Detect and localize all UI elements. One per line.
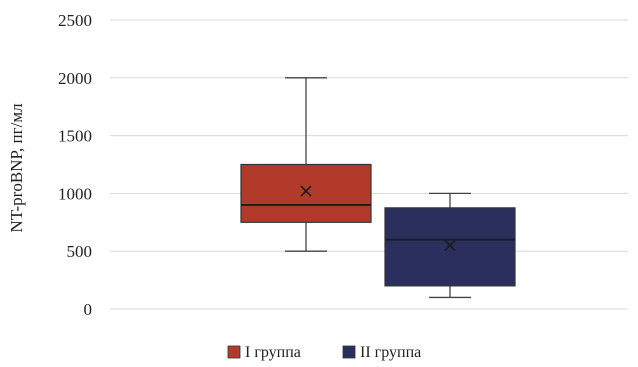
legend: I группа II группа: [227, 344, 421, 361]
legend-swatch: [342, 345, 356, 359]
y-tick-label: 500: [67, 242, 93, 261]
legend-item: I группа: [227, 344, 301, 361]
y-tick-label: 0: [84, 300, 93, 319]
y-tick-label: 1000: [58, 184, 92, 203]
legend-label: II группа: [360, 344, 421, 361]
y-tick-label: 2000: [58, 69, 92, 88]
box-group: [384, 192, 516, 299]
y-tick-label: 1500: [58, 127, 92, 146]
box-group: [240, 77, 372, 252]
box-series: [240, 77, 516, 299]
legend-label: I группа: [245, 344, 301, 361]
iqr-box: [240, 163, 372, 223]
mean-marker: [444, 239, 456, 251]
y-tick-label: 2500: [58, 11, 92, 30]
y-tick-labels: 0 500 1000 1500 2000 2500: [58, 11, 92, 319]
iqr-box: [384, 207, 516, 287]
mean-marker: [300, 185, 312, 197]
legend-item: II группа: [342, 344, 421, 361]
legend-swatch: [227, 345, 241, 359]
y-axis-label: NT-proBNP, пг/мл: [7, 103, 26, 233]
